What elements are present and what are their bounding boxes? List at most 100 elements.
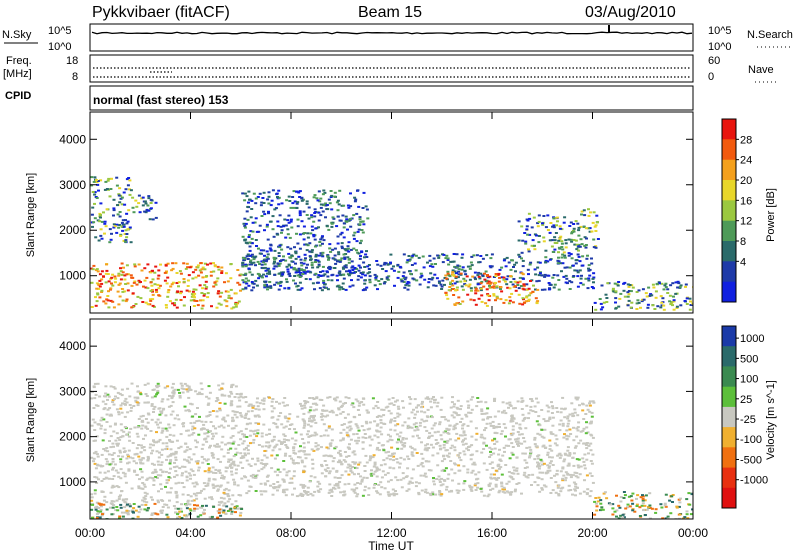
scatter-cell [128, 179, 132, 182]
scatter-cell [231, 410, 235, 413]
scatter-cell [487, 484, 491, 487]
scatter-cell [511, 283, 515, 286]
scatter-cell [146, 401, 150, 404]
scatter-cell [120, 388, 124, 391]
scatter-cell [100, 237, 104, 240]
scatter-cell [617, 504, 621, 507]
scatter-cell [628, 505, 632, 508]
scatter-cell [577, 226, 581, 229]
scatter-cell [230, 400, 234, 403]
scatter-cell [497, 453, 501, 456]
scatter-cell [341, 266, 345, 269]
scatter-cell [521, 413, 525, 416]
scatter-cell [427, 447, 431, 449]
scatter-cell [352, 247, 356, 250]
scatter-cell [414, 254, 418, 257]
scatter-cell [292, 447, 296, 449]
scatter-cell [199, 382, 203, 385]
scatter-cell [356, 426, 360, 429]
scatter-cell [470, 486, 474, 489]
scatter-cell [342, 222, 346, 225]
scatter-cell [94, 450, 98, 453]
scatter-cell [195, 420, 199, 423]
scatter-cell [205, 275, 209, 277]
scatter-cell [462, 277, 466, 280]
scatter-cell [181, 391, 185, 394]
scatter-cell [190, 403, 194, 406]
scatter-cell [520, 251, 524, 254]
scatter-cell [559, 454, 563, 457]
scatter-cell [567, 252, 571, 255]
scatter-cell [589, 490, 593, 493]
scatter-cell [420, 489, 424, 492]
scatter-cell [192, 453, 196, 456]
power-ylabel: Slant Range [km] [25, 173, 37, 257]
scatter-cell [344, 215, 348, 218]
scatter-cell [117, 411, 121, 414]
scatter-cell [243, 199, 247, 202]
scatter-cell [285, 280, 289, 283]
scatter-cell [130, 284, 134, 287]
scatter-cell [558, 262, 562, 265]
scatter-cell [252, 438, 256, 441]
scatter-cell [263, 454, 267, 457]
scatter-cell [561, 248, 565, 251]
noise-panel: N.Sky 10^5 10^0 10^5 10^0 N.Search [2, 23, 793, 53]
scatter-cell [294, 268, 298, 271]
scatter-cell [244, 396, 248, 398]
scatter-cell [376, 446, 380, 449]
scatter-cell [674, 281, 678, 284]
scatter-cell [132, 281, 136, 284]
scatter-cell [463, 269, 467, 272]
scatter-cell [342, 277, 346, 280]
scatter-cell [95, 517, 99, 519]
scatter-cell [266, 474, 270, 477]
scatter-cell [480, 490, 484, 493]
scatter-cell [263, 254, 266, 257]
scatter-cell [341, 214, 345, 217]
scatter-cell [110, 486, 114, 489]
cpid-panel: CPID normal (fast stereo) 153 [5, 85, 694, 111]
scatter-cell [185, 429, 189, 432]
scatter-cell [479, 400, 483, 403]
scatter-cell [149, 198, 153, 201]
scatter-cell [526, 219, 530, 222]
scatter-cell [453, 424, 457, 427]
scatter-cell [520, 433, 524, 436]
scatter-cell [533, 436, 537, 439]
scatter-cell [595, 505, 599, 508]
scatter-cell [414, 269, 418, 272]
scatter-cell [117, 413, 121, 416]
scatter-cell [567, 419, 571, 422]
scatter-cell [454, 412, 458, 415]
scatter-cell [156, 418, 160, 421]
scatter-cell [566, 417, 570, 420]
freq-tick-top: 18 [66, 55, 78, 67]
scatter-cell [663, 504, 667, 507]
scatter-cell [664, 493, 668, 496]
scatter-cell [127, 435, 131, 438]
scatter-cell [501, 454, 505, 457]
scatter-cell [557, 251, 560, 254]
scatter-cell [114, 509, 118, 512]
scatter-cell [435, 478, 439, 480]
scatter-cell [565, 266, 569, 269]
scatter-cell [98, 273, 102, 276]
scatter-cell [94, 508, 98, 511]
scatter-cell [93, 462, 97, 465]
scatter-cell [428, 265, 432, 268]
scatter-cell [399, 278, 403, 281]
scatter-cell [227, 394, 231, 397]
scatter-cell [94, 304, 98, 307]
scatter-cell [209, 270, 213, 273]
scatter-cell [525, 228, 529, 231]
scatter-cell [302, 238, 306, 241]
scatter-cell [229, 390, 233, 393]
scatter-cell [123, 475, 127, 478]
scatter-cell [319, 214, 323, 217]
scatter-cell [564, 242, 568, 245]
scatter-cell [112, 207, 116, 210]
scatter-cell [375, 466, 379, 469]
scatter-cell [275, 454, 279, 457]
scatter-cell [105, 421, 109, 423]
